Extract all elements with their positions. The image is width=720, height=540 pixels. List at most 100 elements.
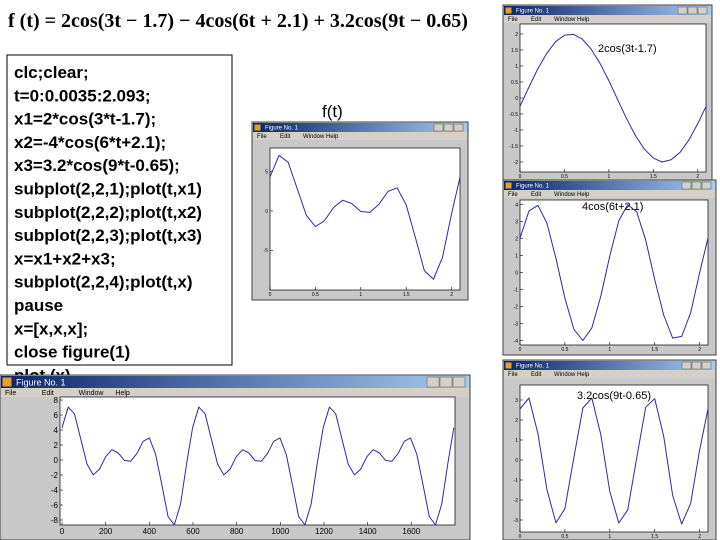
window-button[interactable] — [439, 376, 453, 388]
window-button[interactable] — [687, 6, 698, 15]
x-tick-label: 0 — [519, 174, 522, 180]
window-button[interactable] — [681, 361, 692, 370]
axes — [269, 147, 461, 291]
window-button[interactable] — [681, 181, 692, 190]
code-line: close figure(1) — [14, 343, 130, 362]
curve-x-repeat — [62, 407, 193, 525]
y-tick-label: -2 — [51, 471, 59, 480]
x-tick-label: 0 — [60, 527, 65, 536]
code-line: subplot(2,2,2);plot(t,x2) — [14, 203, 202, 222]
x-tick-label: 1.5 — [650, 174, 657, 180]
window-button[interactable] — [453, 123, 464, 132]
window-button[interactable] — [433, 123, 444, 132]
y-tick-label: 5 — [265, 169, 268, 175]
window-icon — [2, 377, 12, 387]
menu-bar — [504, 190, 715, 198]
x-tick-label: 1.5 — [651, 534, 658, 540]
y-tick-label: -4 — [51, 486, 59, 495]
menu-item[interactable]: Window — [79, 390, 105, 397]
menu-item[interactable]: Edit — [531, 17, 542, 23]
axes — [519, 384, 709, 533]
y-tick-label: 2 — [54, 441, 59, 450]
window-button[interactable] — [443, 123, 454, 132]
menu-item[interactable]: Window — [303, 134, 325, 140]
y-tick-label: 6 — [54, 411, 59, 420]
x-tick-label: 1200 — [315, 527, 333, 536]
menu-item[interactable]: File — [508, 372, 518, 378]
window-title: Figure No. 1 — [516, 184, 550, 190]
figure-window: Figure No. 1 File Edit Window Help 3 2 1 0 -1 -2 -3… — [502, 359, 717, 540]
label: f(t) — [322, 102, 343, 121]
menu-item[interactable]: Edit — [42, 390, 54, 397]
menu-item[interactable]: Help — [577, 372, 590, 378]
menu-item[interactable]: Window — [554, 372, 576, 378]
title-bar — [253, 123, 467, 132]
x-tick-label: 0.5 — [561, 534, 568, 540]
y-tick-label: -3 — [514, 518, 519, 524]
axes — [519, 199, 709, 346]
x-tick-label: 0.5 — [312, 292, 319, 298]
menu-item[interactable]: Edit — [531, 372, 542, 378]
y-tick-label: 3 — [515, 219, 518, 225]
x-tick-label: 2 — [696, 174, 699, 180]
y-tick-label: 2 — [515, 418, 518, 424]
window-button[interactable] — [697, 6, 708, 15]
title-bar — [504, 6, 711, 15]
window-button[interactable] — [691, 181, 702, 190]
x-tick-label: 400 — [143, 527, 157, 536]
label: 4cos(6t+2.1) — [582, 201, 643, 213]
x-tick-label: 2 — [698, 347, 701, 353]
menu-item[interactable]: File — [508, 192, 518, 198]
y-tick-label: 0 — [515, 270, 518, 276]
menu-item[interactable]: Help — [577, 17, 590, 23]
y-tick-label: -8 — [51, 516, 59, 525]
code: clc;clear; t=0:0.0035:2.093; x1=2*cos(3*t-… — [14, 63, 202, 385]
y-tick-label: 1 — [515, 253, 518, 259]
x-tick-label: 1 — [359, 292, 362, 298]
menu-bar — [504, 370, 715, 378]
code-line: x1=2*cos(3*t-1.7); — [14, 110, 156, 129]
window-icon — [505, 7, 512, 14]
code-line: clc;clear; — [14, 63, 89, 82]
menu-bar — [1, 388, 469, 397]
code-line: t=0:0.0035:2.093; — [14, 86, 151, 105]
menu-item[interactable]: Window — [554, 17, 576, 23]
y-tick-label: 4 — [54, 426, 59, 435]
menu-item[interactable]: Window — [554, 192, 576, 198]
y-tick-label: 1 — [515, 438, 518, 444]
curve-x-repeat — [193, 407, 324, 525]
title-bar — [1, 376, 469, 388]
code-line: x2=-4*cos(6*t+2.1); — [14, 133, 166, 152]
curve-x2 — [520, 205, 708, 341]
window-button[interactable] — [701, 361, 712, 370]
window-icon — [505, 362, 512, 369]
window-button[interactable] — [426, 376, 440, 388]
window-button[interactable] — [691, 361, 702, 370]
menu-item[interactable]: Help — [577, 192, 590, 198]
figure-window: Figure No. 1 File Edit Window Help 5 0 -5 0 0.5 1 1… — [251, 121, 469, 301]
x-tick-label: 0 — [269, 292, 272, 298]
curve-x3 — [520, 398, 708, 524]
menu-item[interactable]: Help — [326, 134, 339, 140]
menu-item[interactable]: File — [257, 134, 267, 140]
code-line: x3=3.2*cos(9*t-0.65); — [14, 156, 180, 175]
y-tick-label: 1.5 — [511, 48, 518, 54]
x-tick-label: 1.5 — [651, 347, 658, 353]
menu-item[interactable]: File — [5, 390, 16, 397]
figure-window: Figure No. 1 File Edit Window Help 2 1.5 1 0.5 0 -… — [502, 4, 713, 181]
window-button[interactable] — [452, 376, 466, 388]
window-button[interactable] — [701, 181, 712, 190]
x-tick-label: 1400 — [359, 527, 377, 536]
window-button[interactable] — [677, 6, 688, 15]
x-tick-label: 1600 — [402, 527, 420, 536]
menu-item[interactable]: Edit — [280, 134, 291, 140]
menu-item[interactable]: Help — [115, 390, 130, 397]
y-tick-label: -6 — [51, 501, 59, 510]
menu-item[interactable]: File — [508, 17, 518, 23]
menu-item[interactable]: Edit — [531, 192, 542, 198]
y-tick-label: -0.5 — [509, 112, 518, 118]
curve-x1 — [520, 34, 706, 162]
curve-f — [270, 155, 460, 279]
